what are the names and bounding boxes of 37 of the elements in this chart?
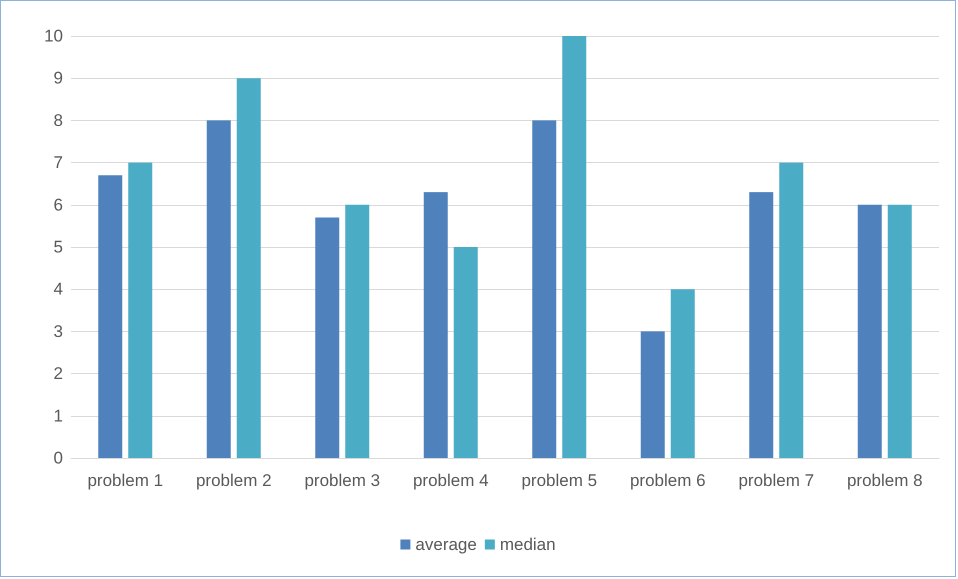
y-tick-label: 8 [54, 110, 63, 130]
bar [670, 289, 695, 458]
y-tick-label: 4 [54, 280, 63, 299]
bar [562, 36, 586, 458]
y-tick-label: 10 [44, 26, 63, 46]
bar [315, 217, 340, 458]
bar [888, 204, 912, 458]
x-tick-label: problem 3 [304, 471, 380, 490]
bar [640, 331, 665, 458]
bar [345, 204, 370, 458]
x-tick-label: problem 2 [196, 471, 272, 490]
x-tick-label: problem 1 [87, 471, 164, 490]
bar [532, 120, 556, 458]
bar [779, 162, 804, 458]
y-tick-label: 6 [54, 195, 63, 214]
bar [236, 78, 261, 458]
bar [206, 120, 231, 458]
y-tick-label: 1 [54, 406, 63, 426]
bar [128, 162, 152, 458]
bar [454, 247, 478, 458]
bar [858, 204, 882, 458]
y-tick-label: 7 [54, 153, 63, 172]
y-tick-label: 5 [54, 238, 63, 256]
bar [98, 175, 122, 458]
bar [749, 192, 774, 458]
y-tick-label: 3 [54, 322, 63, 341]
x-tick-label: problem 5 [521, 471, 598, 490]
y-tick-label: 9 [54, 68, 63, 88]
x-tick-label: problem 7 [738, 471, 814, 490]
legend-label: median [500, 535, 556, 554]
bar [424, 192, 448, 458]
x-tick-label: problem 8 [846, 471, 923, 490]
y-tick-label: 2 [54, 364, 63, 384]
y-tick-label: 0 [54, 448, 63, 468]
x-tick-label: problem 6 [630, 471, 706, 490]
legend-label: average [415, 535, 477, 554]
x-tick-label: problem 4 [412, 471, 489, 490]
